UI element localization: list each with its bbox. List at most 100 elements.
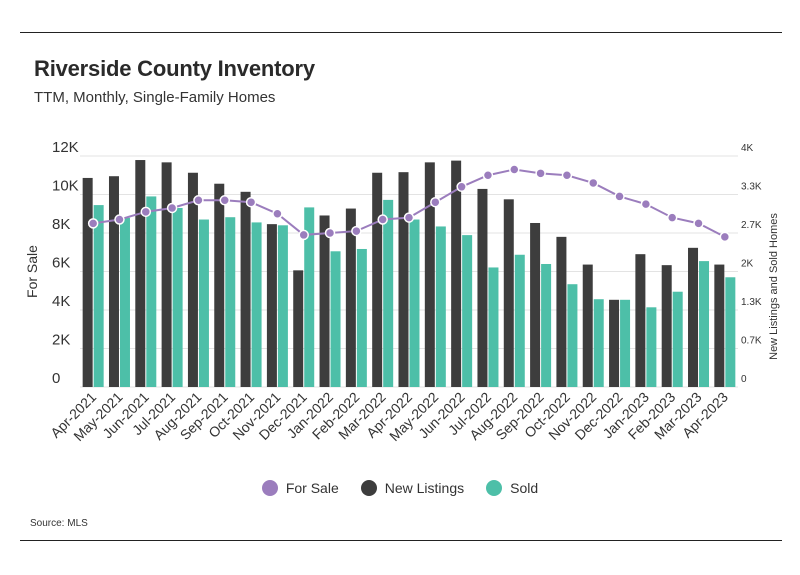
source-note: Source: MLS xyxy=(30,518,88,529)
bar-sold xyxy=(93,205,104,387)
point-for-sale xyxy=(509,164,520,175)
legend-item-new-listings[interactable]: New Listings xyxy=(360,480,464,496)
point-for-sale xyxy=(298,229,309,241)
point-for-sale xyxy=(272,208,283,219)
y2-tick-label: 0 xyxy=(741,374,747,385)
bar-sold xyxy=(409,219,420,387)
point-for-sale xyxy=(456,181,467,193)
bar-sold xyxy=(593,299,604,387)
bar-new-listings xyxy=(582,264,593,387)
bar-new-listings xyxy=(688,247,699,387)
bottom-rule xyxy=(20,540,782,541)
y2-tick-label: 2.7K xyxy=(741,220,762,231)
line-for-sale xyxy=(93,168,726,238)
point-for-sale xyxy=(640,198,652,210)
bar-sold xyxy=(146,196,157,387)
bar-new-listings xyxy=(398,172,409,387)
legend-label-sold: Sold xyxy=(510,480,539,496)
y-tick-label: 4K xyxy=(52,293,70,310)
legend-swatch-for-sale xyxy=(261,480,278,496)
bar-sold xyxy=(462,235,473,387)
point-for-sale xyxy=(666,212,678,223)
point-for-sale xyxy=(219,195,231,206)
bar-new-listings xyxy=(161,162,172,387)
y2-tick-label: 0.7K xyxy=(741,336,762,347)
bar-new-listings xyxy=(214,183,225,387)
bar-new-listings xyxy=(451,160,462,387)
point-for-sale xyxy=(614,191,625,202)
bar-sold xyxy=(646,307,657,387)
y-tick-label: 8K xyxy=(52,216,70,233)
y2-axis-label: New Listings and Sold Homes xyxy=(768,213,780,360)
bar-new-listings xyxy=(556,236,567,387)
legend-label-for-sale: For Sale xyxy=(285,480,339,496)
bar-new-listings xyxy=(135,160,146,387)
y2-tick-label: 2K xyxy=(741,259,754,270)
bar-sold xyxy=(225,217,236,387)
y-tick-label: 10K xyxy=(52,178,79,195)
bar-sold xyxy=(514,254,525,387)
bar-new-listings xyxy=(372,172,383,387)
bar-sold xyxy=(251,222,262,387)
bar-sold xyxy=(672,291,683,387)
y2-tick-label: 3.3K xyxy=(741,182,762,193)
bar-new-listings xyxy=(240,191,251,387)
y-axis-label: For Sale xyxy=(24,245,40,298)
bar-sold xyxy=(330,251,341,387)
bar-new-listings xyxy=(635,254,646,387)
bar-sold xyxy=(304,207,315,387)
bar-new-listings xyxy=(503,199,514,387)
y-tick-label: 12K xyxy=(52,139,79,156)
legend-swatch-sold xyxy=(486,480,503,496)
point-for-sale xyxy=(561,170,573,181)
bar-new-listings xyxy=(424,162,435,387)
y2-tick-label: 4K xyxy=(741,143,754,154)
bar-sold xyxy=(725,277,736,387)
point-for-sale xyxy=(430,196,441,208)
legend-item-sold[interactable]: Sold xyxy=(486,480,538,496)
bar-sold xyxy=(488,267,499,387)
chart-title: Riverside County Inventory xyxy=(34,56,315,81)
point-for-sale xyxy=(693,218,704,229)
bar-sold xyxy=(383,199,394,387)
bar-new-listings xyxy=(266,224,277,387)
bar-new-listings xyxy=(187,172,198,387)
bar-sold xyxy=(277,225,288,387)
bar-new-listings xyxy=(293,270,304,387)
bar-sold xyxy=(119,217,130,387)
point-for-sale xyxy=(245,196,257,208)
bar-new-listings xyxy=(477,188,488,387)
point-for-sale xyxy=(324,227,336,239)
legend-swatch-new-listings xyxy=(360,480,377,496)
bar-sold xyxy=(198,219,209,387)
chart-subtitle: TTM, Monthly, Single-Family Homes xyxy=(34,89,276,106)
bar-new-listings xyxy=(609,299,620,387)
bar-new-listings xyxy=(530,222,541,387)
bar-sold xyxy=(356,248,367,387)
point-for-sale xyxy=(140,206,152,218)
chart-canvas: 0 2K 4K 6K 8K 10K 12K 0 0.7K 1.3K 2K 2.7K 3.3K 4K For … xyxy=(24,139,780,444)
legend-item-for-sale[interactable]: For Sale xyxy=(261,480,339,496)
bar-sold xyxy=(567,284,578,387)
point-for-sale xyxy=(587,177,599,189)
legend: For Sale New Listings Sold xyxy=(0,480,800,496)
bar-new-listings xyxy=(82,177,93,387)
point-for-sale xyxy=(482,170,494,181)
y-tick-label: 2K xyxy=(52,332,70,349)
bar-sold xyxy=(620,299,631,387)
y-tick-label: 6K xyxy=(52,255,70,272)
bar-new-listings xyxy=(108,176,119,387)
point-for-sale xyxy=(377,214,388,225)
y-tick-label: 0 xyxy=(52,370,60,387)
bar-new-listings xyxy=(714,264,725,387)
bar-sold xyxy=(435,226,446,387)
bar-new-listings xyxy=(345,208,356,387)
top-rule xyxy=(20,32,782,33)
y2-tick-label: 1.3K xyxy=(741,297,762,308)
bar-new-listings xyxy=(661,265,672,387)
point-for-sale xyxy=(87,218,99,229)
point-for-sale xyxy=(535,168,546,179)
point-for-sale xyxy=(351,225,362,237)
point-for-sale xyxy=(403,212,415,223)
point-for-sale xyxy=(719,231,731,243)
